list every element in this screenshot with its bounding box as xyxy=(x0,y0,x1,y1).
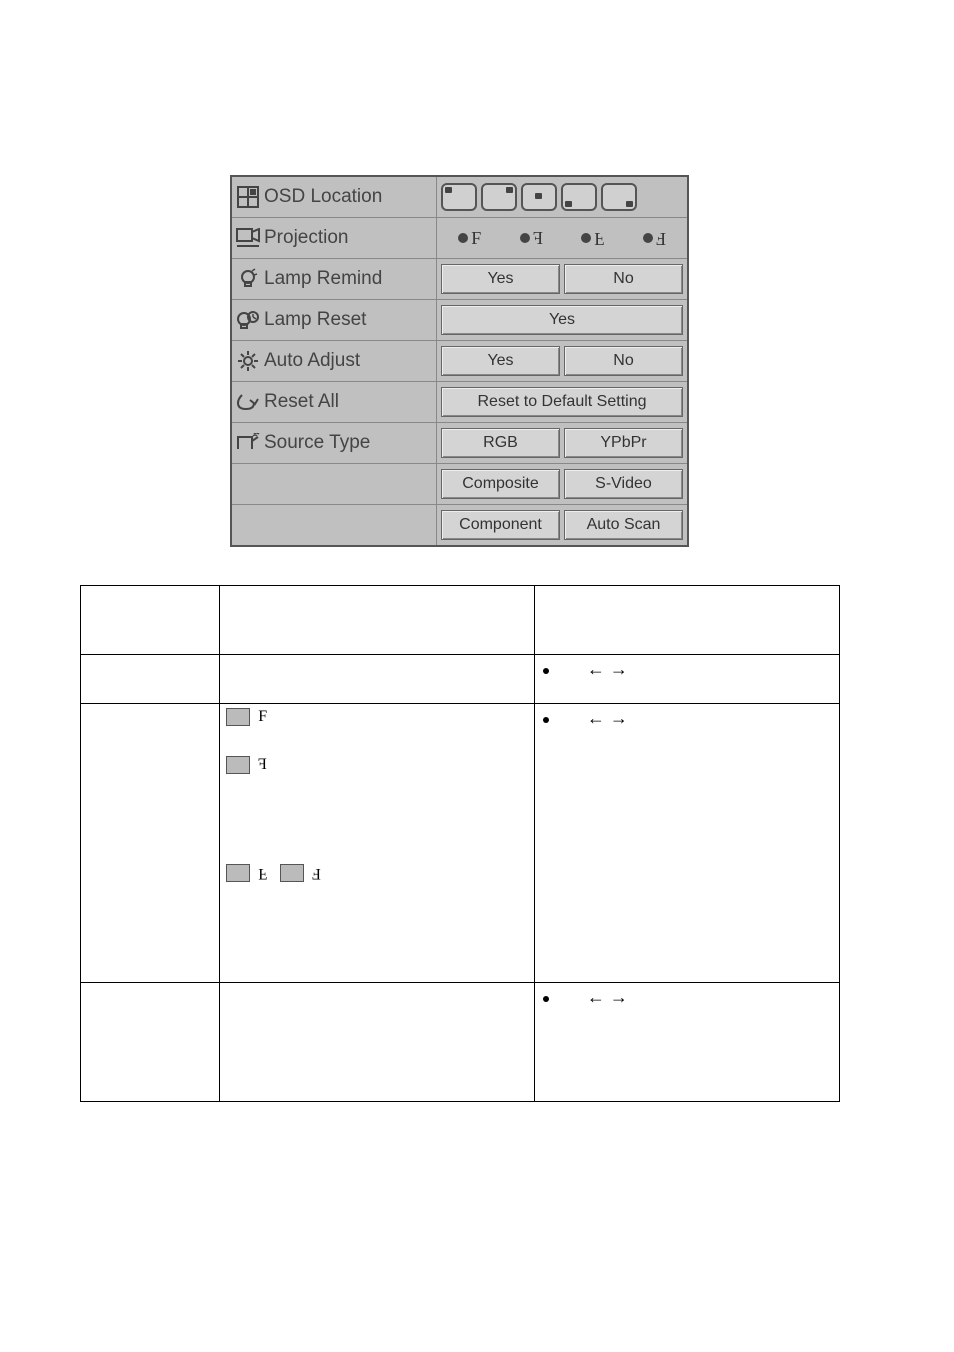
left-right-arrows-icon: ← → xyxy=(587,987,628,1008)
source-ypbpr-button[interactable]: YPbPr xyxy=(564,428,683,458)
reset-all-options: Reset to Default Setting xyxy=(437,382,687,422)
table-row: F F F F ← → xyxy=(81,704,840,983)
left-right-arrows-icon: ← → xyxy=(587,708,628,729)
source-type-label: Source Type xyxy=(264,432,370,454)
source-component-button[interactable]: Component xyxy=(441,510,560,540)
reset-default-button[interactable]: Reset to Default Setting xyxy=(441,387,683,417)
source-row2: Composite S-Video xyxy=(437,464,687,504)
mini-proj-icon xyxy=(226,756,250,774)
proj-opt-1[interactable]: F xyxy=(441,228,499,249)
lamp-remind-yes-button[interactable]: Yes xyxy=(441,264,560,294)
projection-options: F F F F xyxy=(437,218,687,258)
osd-location-options xyxy=(437,177,687,217)
mini-proj-icon xyxy=(226,864,250,882)
label-cell-lamp-reset: Lamp Reset xyxy=(232,300,437,340)
source-composite-button[interactable]: Composite xyxy=(441,469,560,499)
row-source-type-3: Component Auto Scan xyxy=(232,505,687,545)
empty-cell xyxy=(232,505,437,545)
reset-all-icon xyxy=(236,390,260,414)
cell: F F F F xyxy=(220,704,535,983)
loc-option-topleft[interactable] xyxy=(441,183,477,211)
label-cell-source-type: Source Type xyxy=(232,423,437,463)
cell xyxy=(220,983,535,1102)
bullet-icon xyxy=(543,717,549,723)
cell: ← → xyxy=(534,704,839,983)
proj-opt-3[interactable]: F xyxy=(564,228,622,249)
row-projection: Projection F F F F xyxy=(232,218,687,259)
lamp-reset-options: Yes xyxy=(437,300,687,340)
label-cell-projection: Projection xyxy=(232,218,437,258)
lamp-reset-yes-button[interactable]: Yes xyxy=(441,305,683,335)
projection-label: Projection xyxy=(264,227,349,249)
proj-opt-2[interactable]: F xyxy=(503,228,561,249)
lamp-reset-label: Lamp Reset xyxy=(264,309,366,331)
cell xyxy=(81,704,220,983)
proj-opt-4[interactable]: F xyxy=(626,228,684,249)
source-rgb-button[interactable]: RGB xyxy=(441,428,560,458)
auto-adjust-yes-button[interactable]: Yes xyxy=(441,346,560,376)
osd-location-icon xyxy=(236,185,260,209)
source-svideo-button[interactable]: S-Video xyxy=(564,469,683,499)
cell: ← → xyxy=(534,983,839,1102)
label-cell-reset-all: Reset All xyxy=(232,382,437,422)
source-type-icon xyxy=(236,431,260,455)
label-cell-lamp-remind: Lamp Remind xyxy=(232,259,437,299)
bullet-icon xyxy=(543,668,549,674)
osd-location-label: OSD Location xyxy=(264,186,382,208)
radio-dot-icon xyxy=(458,233,468,243)
label-cell-osd-location: OSD Location xyxy=(232,177,437,217)
auto-adjust-options: Yes No xyxy=(437,341,687,381)
header-col1 xyxy=(81,586,220,655)
auto-adjust-icon xyxy=(236,349,260,373)
loc-option-bottomleft[interactable] xyxy=(561,183,597,211)
label-cell-auto-adjust: Auto Adjust xyxy=(232,341,437,381)
lamp-reset-icon xyxy=(236,308,260,332)
row-lamp-reset: Lamp Reset Yes xyxy=(232,300,687,341)
loc-option-topright[interactable] xyxy=(481,183,517,211)
row-source-type-2: Composite S-Video xyxy=(232,464,687,505)
lamp-remind-options: Yes No xyxy=(437,259,687,299)
source-row1: RGB YPbPr xyxy=(437,423,687,463)
left-right-arrows-icon: ← → xyxy=(587,659,628,680)
row-auto-adjust: Auto Adjust Yes No xyxy=(232,341,687,382)
radio-dot-icon xyxy=(643,233,653,243)
radio-dot-icon xyxy=(520,233,530,243)
reset-all-label: Reset All xyxy=(264,391,339,413)
header-col2 xyxy=(220,586,535,655)
cell: ← → xyxy=(534,655,839,704)
row-lamp-remind: Lamp Remind Yes No xyxy=(232,259,687,300)
loc-option-bottomright[interactable] xyxy=(601,183,637,211)
description-table: ← → F F F F ← → xyxy=(80,585,840,1102)
table-row: ← → xyxy=(81,655,840,704)
cell xyxy=(220,655,535,704)
empty-cell xyxy=(232,464,437,504)
cell xyxy=(81,655,220,704)
mini-proj-icon xyxy=(280,864,304,882)
osd-menu-panel: OSD Location Projection F xyxy=(230,175,689,547)
lamp-remind-label: Lamp Remind xyxy=(264,268,382,290)
bullet-icon xyxy=(543,996,549,1002)
source-autoscan-button[interactable]: Auto Scan xyxy=(564,510,683,540)
table-header-row xyxy=(81,586,840,655)
loc-option-center[interactable] xyxy=(521,183,557,211)
row-source-type: Source Type RGB YPbPr xyxy=(232,423,687,464)
mini-proj-icon xyxy=(226,708,250,726)
row-osd-location: OSD Location xyxy=(232,177,687,218)
lamp-remind-icon xyxy=(236,267,260,291)
lamp-remind-no-button[interactable]: No xyxy=(564,264,683,294)
radio-dot-icon xyxy=(581,233,591,243)
header-col3 xyxy=(534,586,839,655)
table-row: ← → xyxy=(81,983,840,1102)
source-row3: Component Auto Scan xyxy=(437,505,687,545)
auto-adjust-no-button[interactable]: No xyxy=(564,346,683,376)
row-reset-all: Reset All Reset to Default Setting xyxy=(232,382,687,423)
projection-icon xyxy=(236,226,260,250)
cell xyxy=(81,983,220,1102)
auto-adjust-label: Auto Adjust xyxy=(264,350,360,372)
